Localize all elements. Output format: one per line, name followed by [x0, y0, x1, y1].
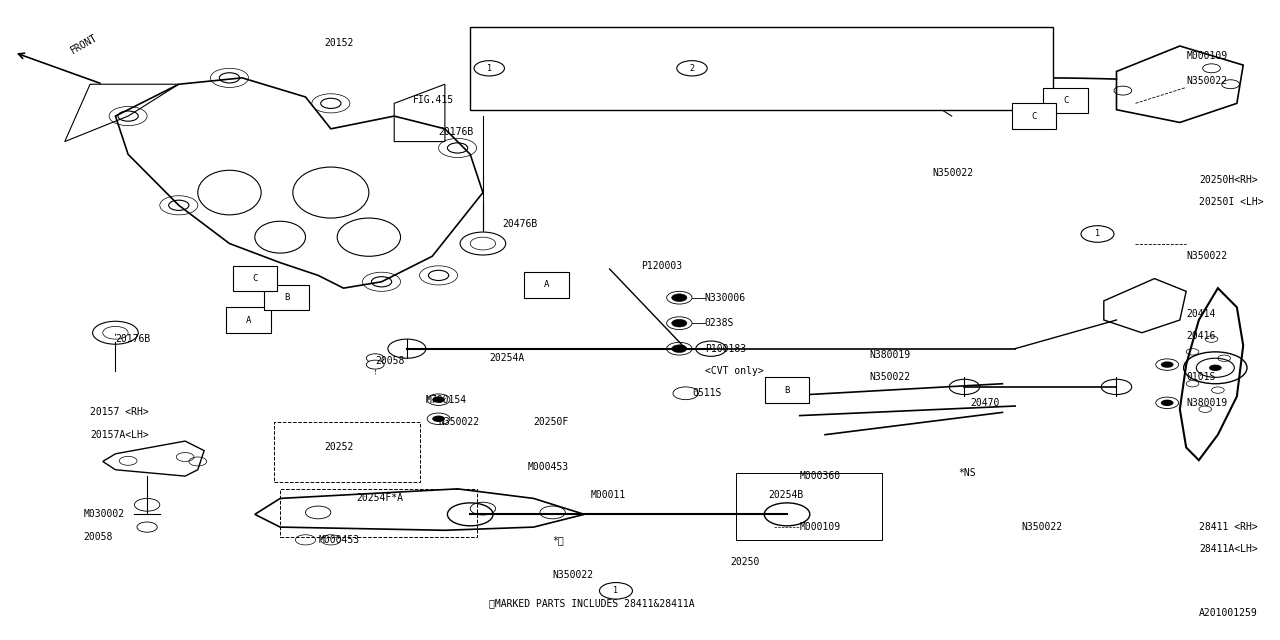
Text: N350022: N350022 [1187, 76, 1228, 86]
Bar [524, 273, 568, 298]
Circle shape [672, 345, 687, 353]
Bar [280, 489, 476, 537]
Circle shape [599, 582, 632, 599]
Bar [227, 307, 271, 333]
Circle shape [1161, 399, 1174, 406]
Text: C: C [1032, 111, 1037, 120]
Text: M000453: M000453 [319, 535, 360, 545]
Text: 20252: 20252 [325, 442, 353, 452]
Text: N350022: N350022 [1021, 522, 1062, 532]
Text: C: C [252, 274, 257, 283]
Text: 0511S: 0511S [692, 388, 722, 398]
Text: 28411A<LH>: 28411A<LH> [1199, 545, 1258, 554]
Text: 20250: 20250 [730, 557, 759, 567]
Text: 20476B: 20476B [502, 220, 538, 229]
Text: 20254A: 20254A [489, 353, 525, 364]
Text: M000453: M000453 [527, 461, 568, 472]
Circle shape [672, 319, 687, 327]
Text: 20176B: 20176B [115, 334, 151, 344]
Text: <CVT only>: <CVT only> [705, 366, 763, 376]
Text: <CVT>: <CVT> [609, 43, 636, 52]
Circle shape [366, 360, 384, 369]
Text: 20254B: 20254B [768, 490, 804, 500]
Circle shape [474, 61, 504, 76]
Text: 1: 1 [1094, 230, 1100, 239]
Text: 1: 1 [486, 64, 492, 73]
Bar [470, 27, 1053, 109]
Text: 1: 1 [613, 586, 618, 595]
Bar [736, 473, 882, 540]
Text: 2: 2 [690, 64, 695, 73]
Text: A: A [246, 316, 251, 324]
Text: M700154: M700154 [426, 395, 467, 404]
Text: FRONT: FRONT [69, 32, 99, 56]
Text: 20250I <LH>: 20250I <LH> [1199, 197, 1263, 207]
Text: P120003: P120003 [641, 261, 682, 271]
Text: A: A [544, 280, 549, 289]
Text: 20414: 20414 [1187, 308, 1216, 319]
Text: B: B [785, 385, 790, 395]
Text: M000444: M000444 [534, 43, 571, 52]
Text: 20578B: 20578B [876, 95, 911, 105]
Text: N350022: N350022 [933, 168, 974, 179]
Text: 20058: 20058 [375, 356, 404, 367]
Text: M000109: M000109 [1187, 51, 1228, 61]
Text: N380019: N380019 [869, 350, 910, 360]
Text: N350022: N350022 [1187, 252, 1228, 261]
Circle shape [1161, 362, 1174, 368]
Text: 20157 <RH>: 20157 <RH> [90, 408, 148, 417]
Text: C: C [1064, 95, 1069, 105]
Circle shape [366, 354, 384, 363]
Bar [274, 422, 420, 483]
Text: NS: NS [744, 43, 754, 52]
Text: 0101S: 0101S [1187, 372, 1216, 382]
Text: 20152: 20152 [325, 38, 353, 48]
Text: 20250H<RH>: 20250H<RH> [1199, 175, 1258, 185]
Bar [1011, 104, 1056, 129]
Text: M000182: M000182 [534, 84, 571, 93]
Text: <6MT>: <6MT> [609, 84, 636, 93]
Bar [233, 266, 278, 291]
Text: <6MT>: <6MT> [799, 84, 826, 93]
Text: 20157A<LH>: 20157A<LH> [90, 429, 148, 440]
Circle shape [433, 415, 445, 422]
Text: *②: *② [553, 535, 564, 545]
Text: 20416: 20416 [1187, 331, 1216, 341]
Text: 28411 <RH>: 28411 <RH> [1199, 522, 1258, 532]
Text: B: B [284, 293, 289, 302]
Text: 20451: 20451 [635, 73, 664, 83]
Text: M000109: M000109 [800, 522, 841, 532]
Text: 20176B: 20176B [439, 127, 474, 137]
Circle shape [433, 396, 445, 403]
Circle shape [677, 61, 707, 76]
Bar [264, 285, 308, 310]
Text: 20254F*A: 20254F*A [356, 493, 403, 504]
Text: *NS: *NS [959, 468, 975, 478]
Text: 20058: 20058 [83, 532, 113, 541]
Text: N350022: N350022 [553, 570, 594, 580]
Text: M000360: M000360 [800, 471, 841, 481]
Text: N350022: N350022 [869, 372, 910, 382]
Text: P100183: P100183 [705, 344, 746, 354]
Text: N330006: N330006 [705, 292, 746, 303]
Text: 20470: 20470 [970, 398, 1000, 408]
Text: 0238S: 0238S [705, 318, 733, 328]
Text: FIG.415: FIG.415 [413, 95, 454, 105]
Bar [764, 378, 809, 403]
Circle shape [1210, 365, 1221, 371]
Text: ※MARKED PARTS INCLUDES 28411&28411A: ※MARKED PARTS INCLUDES 28411&28411A [489, 598, 695, 609]
Circle shape [672, 294, 687, 301]
Text: N350022: N350022 [439, 417, 480, 427]
Text: 20254F*B: 20254F*B [727, 84, 771, 93]
Text: M030002: M030002 [83, 509, 125, 519]
Bar [1043, 88, 1088, 113]
Circle shape [1082, 226, 1114, 243]
Text: 20250F: 20250F [534, 417, 568, 427]
Text: <CVT>: <CVT> [799, 43, 826, 52]
Text: A201001259: A201001259 [1199, 608, 1258, 618]
Text: N380019: N380019 [1187, 398, 1228, 408]
Text: M00011: M00011 [590, 490, 626, 500]
